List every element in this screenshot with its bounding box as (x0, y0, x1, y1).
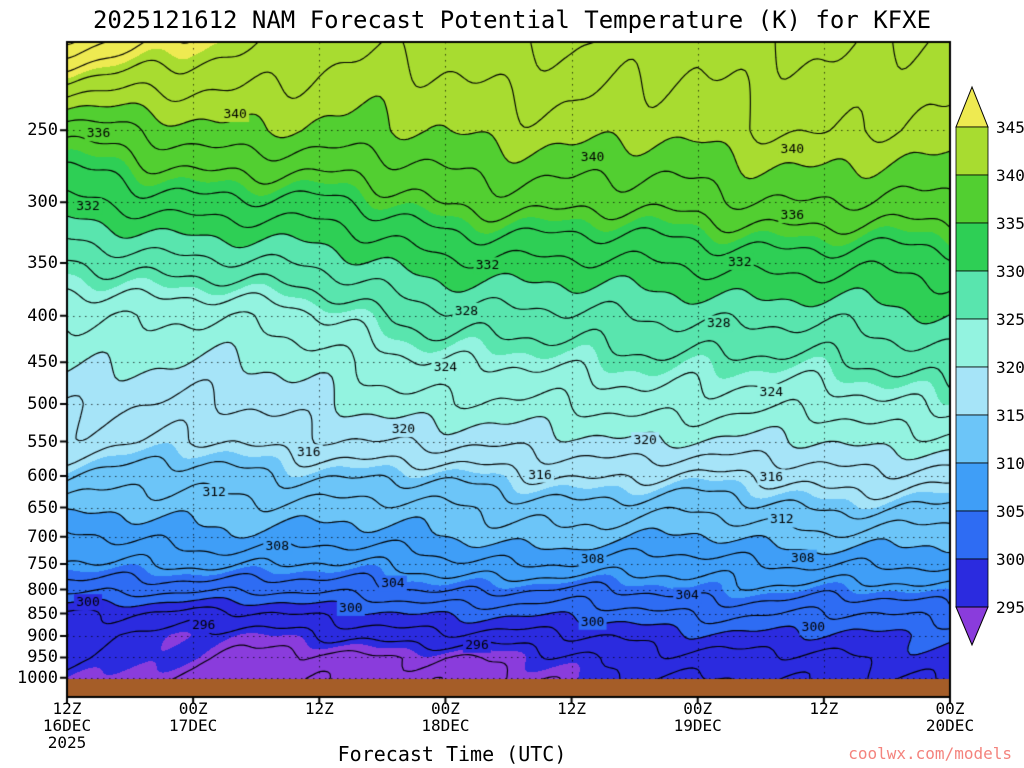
colorbar-tick-label: 325 (996, 310, 1024, 329)
colorbar-tick-label: 330 (996, 262, 1024, 281)
colorbar-band (955, 126, 989, 176)
colorbar: 345 340 335 330 325 320 315 310 305 300 295 (950, 85, 1024, 657)
colorbar-tick-label: 300 (996, 550, 1024, 569)
colorbar-tick-label: 305 (996, 502, 1024, 521)
colorbar-tick-label: 315 (996, 406, 1024, 425)
x-axis-title: Forecast Time (UTC) (337, 742, 567, 766)
colorbar-tick-label: 310 (996, 454, 1024, 473)
colorbar-under-arrow (955, 606, 989, 647)
colorbar-tick-label: 335 (996, 214, 1024, 233)
colorbar-tick-label: 340 (996, 166, 1024, 185)
colorbar-tick-label: 295 (996, 598, 1024, 617)
colorbar-band (955, 318, 989, 368)
colorbar-band (955, 462, 989, 512)
colorbar-band (955, 366, 989, 416)
watermark-text: coolwx.com/models (848, 744, 1012, 763)
colorbar-band (955, 414, 989, 464)
chart-title: 2025121612 NAM Forecast Potential Temper… (92, 6, 932, 34)
colorbar-over-arrow (955, 85, 989, 128)
colorbar-band (955, 174, 989, 224)
colorbar-band (955, 558, 989, 608)
colorbar-svg: 345 340 335 330 325 320 315 310 305 300 295 (955, 85, 1024, 647)
colorbar-tick-label: 320 (996, 358, 1024, 377)
colorbar-tick-label: 345 (996, 118, 1024, 137)
colorbar-band (955, 270, 989, 320)
colorbar-band (955, 510, 989, 560)
colorbar-band (955, 222, 989, 272)
